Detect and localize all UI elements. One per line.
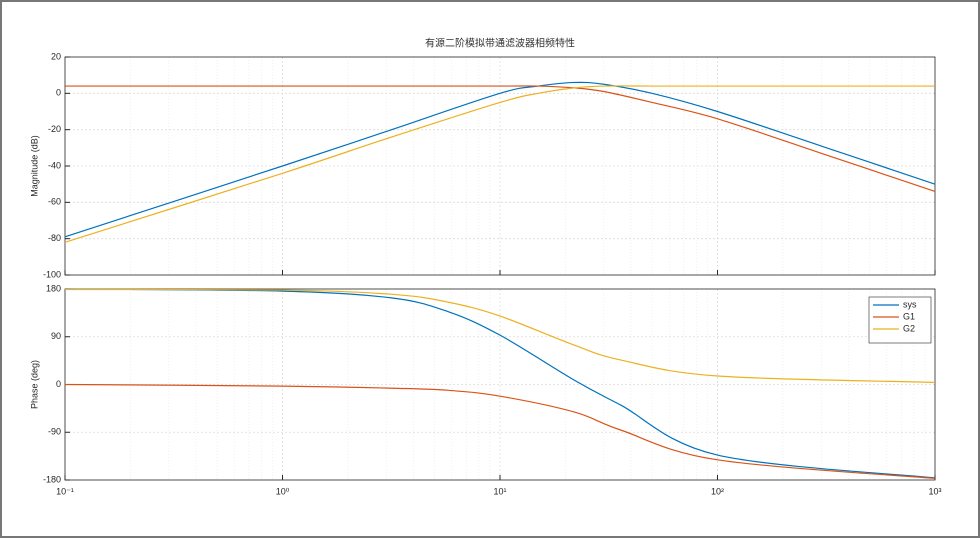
y-axis-label: Phase (deg): [29, 360, 39, 409]
y-tick-label: -40: [48, 160, 61, 170]
chart-title: 有源二阶模拟带通滤波器相频特性: [425, 37, 575, 50]
legend-label: G2: [903, 323, 915, 333]
series-line: [64, 288, 936, 383]
y-tick-label: -90: [48, 427, 61, 437]
legend-label: sys: [903, 299, 917, 309]
y-tick-label: 180: [46, 283, 61, 293]
legend-box: [868, 296, 932, 344]
y-tick-label: 0: [56, 379, 61, 389]
y-tick-label: 0: [56, 88, 61, 98]
y-tick-label: -180: [43, 474, 61, 484]
x-tick-label: 10⁻¹: [56, 486, 74, 496]
y-tick-label: -20: [48, 124, 61, 134]
x-tick-label: 10¹: [493, 486, 506, 496]
series-line: [64, 81, 936, 238]
x-tick-label: 10⁰: [276, 486, 290, 496]
x-tick-label: 10²: [711, 486, 724, 496]
y-tick-label: -80: [48, 233, 61, 243]
x-tick-label: 10³: [928, 486, 941, 496]
y-tick-label: 90: [51, 331, 61, 341]
y-tick-label: -100: [43, 269, 61, 279]
axes-box: [64, 56, 936, 276]
legend-label: G1: [903, 311, 915, 321]
series-line: [64, 288, 936, 479]
series-line: [64, 85, 936, 193]
y-tick-label: 20: [51, 51, 61, 61]
series-line: [64, 85, 935, 243]
series-line: [64, 383, 936, 480]
y-axis-label: Magnitude (dB): [29, 135, 39, 197]
y-tick-label: -60: [48, 197, 61, 207]
